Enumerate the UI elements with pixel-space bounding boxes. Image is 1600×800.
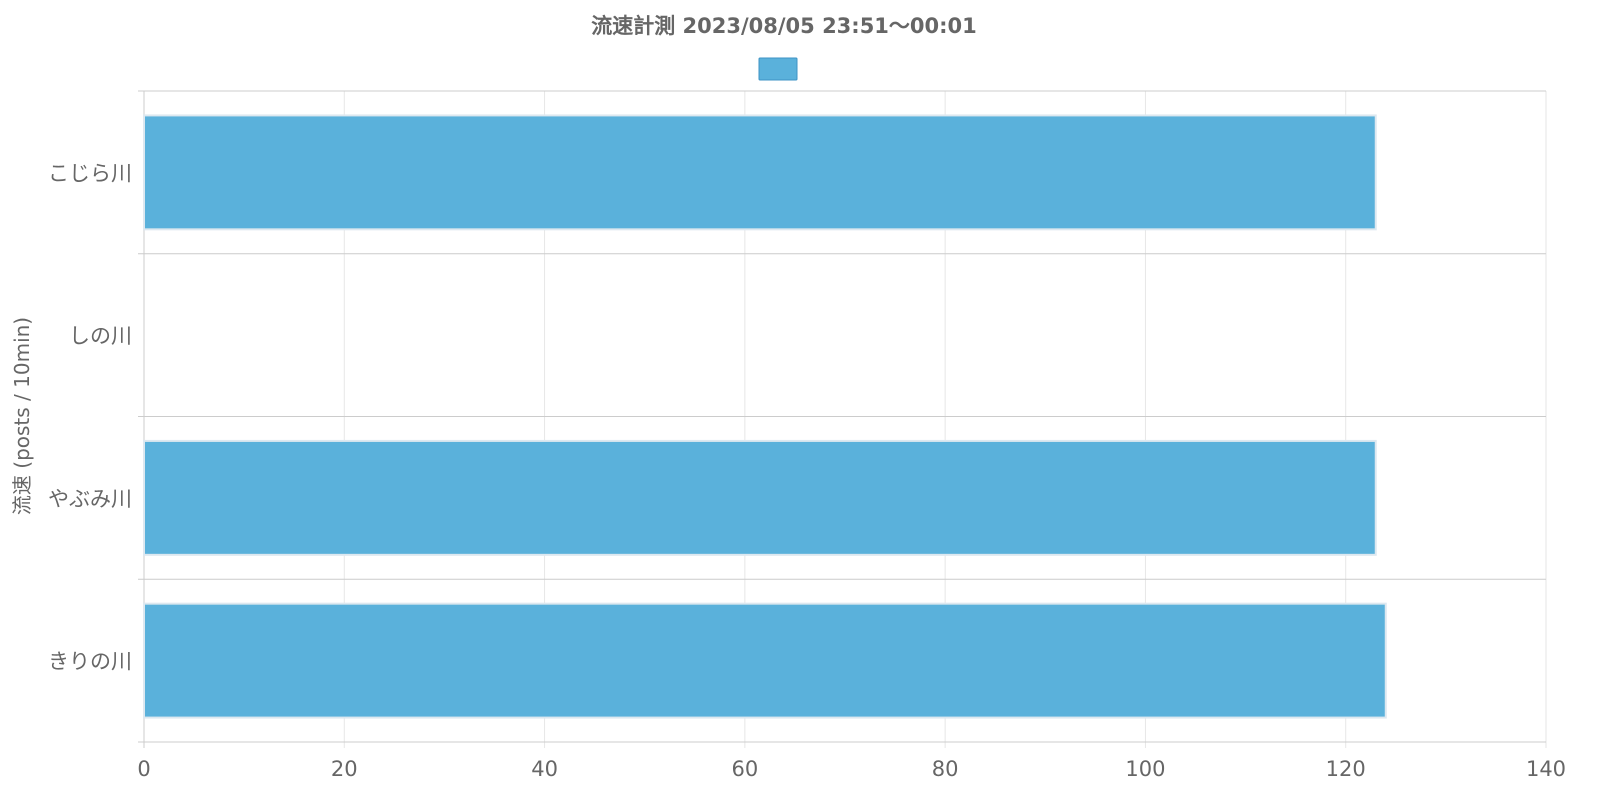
- category-label: きりの川: [48, 650, 132, 674]
- x-tick-label: 120: [1326, 757, 1366, 781]
- x-tick-label: 20: [331, 757, 358, 781]
- category-label: しの川: [69, 324, 132, 348]
- x-tick-label: 80: [932, 757, 959, 781]
- legend-swatch[interactable]: [758, 57, 798, 81]
- bar[interactable]: [143, 602, 1387, 719]
- y-axis-title: 流速 (posts / 10min): [10, 317, 34, 515]
- x-tick-label: 100: [1125, 757, 1165, 781]
- bar[interactable]: [143, 439, 1377, 556]
- x-tick-label: 40: [531, 757, 558, 781]
- x-tick-labels: 0 20 40 60 80 100 120 140: [137, 757, 1566, 781]
- x-tick-label: 0: [137, 757, 150, 781]
- bar[interactable]: [143, 114, 1377, 231]
- bars: [143, 114, 1387, 719]
- x-tick-label: 140: [1526, 757, 1566, 781]
- x-tick-label: 60: [731, 757, 758, 781]
- category-label: やぶみ川: [48, 487, 132, 511]
- category-label: こじら川: [48, 161, 132, 185]
- chart-title: 流速計測 2023/08/05 23:51～00:01: [591, 14, 977, 38]
